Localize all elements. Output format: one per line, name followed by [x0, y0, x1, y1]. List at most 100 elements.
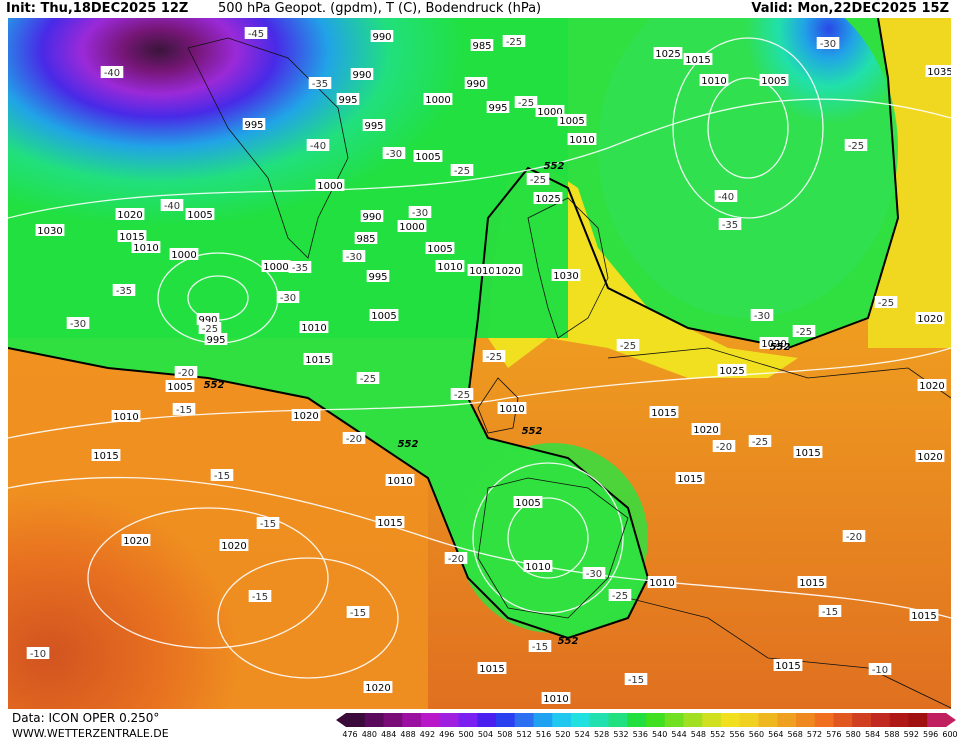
svg-text:-35: -35	[312, 79, 328, 90]
color-scale-tick: 596	[923, 730, 939, 739]
pressure-label: 1010	[541, 692, 571, 705]
svg-text:1005: 1005	[761, 76, 786, 87]
color-scale-tick: 516	[535, 730, 552, 739]
pressure-label: 990	[360, 210, 384, 223]
svg-text:-20: -20	[716, 442, 732, 453]
pressure-label: 995	[366, 270, 390, 283]
temperature-label: -15	[624, 673, 648, 686]
temperature-label: -25	[874, 296, 898, 309]
svg-text:1030: 1030	[37, 226, 62, 237]
svg-text:1000: 1000	[317, 181, 342, 192]
svg-text:-10: -10	[872, 665, 888, 676]
pressure-label: 1005	[425, 242, 455, 255]
contour-552-label: 552	[544, 161, 565, 172]
color-scale-tick: 524	[574, 730, 590, 739]
pressure-label: 1015	[909, 609, 939, 622]
temperature-label: -40	[306, 139, 330, 152]
temperature-label: -20	[342, 432, 366, 445]
svg-text:1010: 1010	[113, 412, 138, 423]
svg-text:1000: 1000	[537, 107, 562, 118]
pressure-label: 985	[354, 232, 378, 245]
color-scale-swatch	[346, 713, 366, 727]
svg-text:1020: 1020	[693, 425, 718, 436]
temperature-label: -25	[482, 350, 506, 363]
temperature-label: -30	[382, 147, 406, 160]
svg-text:-25: -25	[506, 37, 522, 48]
pressure-label: 1000	[423, 93, 453, 106]
svg-text:-20: -20	[448, 554, 464, 565]
pressure-label: 1010	[497, 402, 527, 415]
color-scale-tick: 528	[593, 730, 610, 739]
temperature-label: -25	[198, 322, 222, 335]
svg-text:-25: -25	[530, 175, 546, 186]
svg-text:-40: -40	[310, 141, 326, 152]
color-scale-swatch	[739, 713, 759, 727]
pressure-label: 1010	[647, 576, 677, 589]
svg-text:1015: 1015	[305, 355, 330, 366]
color-scale-tick: 584	[864, 730, 881, 739]
pressure-label: 1020	[291, 409, 321, 422]
svg-text:-20: -20	[846, 532, 862, 543]
svg-text:1010: 1010	[701, 76, 726, 87]
svg-text:1020: 1020	[221, 541, 246, 552]
svg-text:1020: 1020	[495, 266, 520, 277]
svg-text:-15: -15	[532, 642, 548, 653]
pressure-label: 990	[464, 77, 488, 90]
temperature-label: -25	[748, 435, 772, 448]
pressure-label: 1015	[375, 516, 405, 529]
pressure-label: 1025	[653, 47, 683, 60]
svg-text:1005: 1005	[415, 152, 440, 163]
color-scale-swatch	[664, 713, 684, 727]
color-scale-swatch	[627, 713, 647, 727]
temperature-label: -35	[718, 218, 742, 231]
color-scale-swatch	[814, 713, 834, 727]
temperature-label: -15	[210, 469, 234, 482]
color-scale-tick: 568	[787, 730, 803, 739]
svg-text:1020: 1020	[917, 452, 942, 463]
pressure-label: 985	[470, 39, 494, 52]
svg-text:-25: -25	[620, 341, 636, 352]
pressure-label: 1000	[315, 179, 345, 192]
svg-text:1000: 1000	[399, 222, 424, 233]
temperature-label: -25	[514, 96, 538, 109]
contour-552-label: 552	[558, 636, 579, 647]
svg-text:1000: 1000	[171, 250, 196, 261]
contour-552-label: 552	[522, 426, 543, 437]
svg-text:-20: -20	[178, 368, 194, 379]
color-scale-tick: 520	[555, 730, 571, 739]
svg-text:-30: -30	[280, 293, 296, 304]
color-scale-tick: 500	[458, 730, 474, 739]
header-bar: Init: Thu,18DEC2025 12Z 500 hPa Geopot. …	[0, 0, 959, 18]
pressure-label: 1005	[513, 496, 543, 509]
color-scale-tick: 556	[729, 730, 745, 739]
temperature-label: -25	[792, 325, 816, 338]
data-source: Data: ICON OPER 0.250°	[12, 711, 160, 725]
pressure-label: 1010	[111, 410, 141, 423]
color-scale-tick: 560	[748, 730, 765, 739]
color-scale-tick: 592	[903, 730, 919, 739]
color-scale-tick: 572	[806, 730, 823, 739]
color-scale-tick: 600	[942, 730, 958, 739]
temperature-label: -35	[288, 261, 312, 274]
temperature-label: -10	[26, 647, 50, 660]
svg-text:1015: 1015	[93, 451, 118, 462]
temperature-label: -25	[608, 589, 632, 602]
pressure-label: 1020	[363, 681, 393, 694]
website-link[interactable]: WWW.WETTERZENTRALE.DE	[12, 727, 169, 740]
temperature-label: -40	[100, 66, 124, 79]
color-scale-tick: 576	[826, 730, 842, 739]
footer-bar: Data: ICON OPER 0.250° WWW.WETTERZENTRAL…	[0, 709, 959, 741]
color-scale-tick: 532	[613, 730, 629, 739]
svg-text:1010: 1010	[301, 323, 326, 334]
svg-text:990: 990	[198, 315, 217, 326]
svg-text:-45: -45	[248, 29, 264, 40]
svg-text:-25: -25	[202, 324, 218, 335]
temperature-label: -25	[844, 139, 868, 152]
svg-text:1005: 1005	[427, 244, 452, 255]
svg-text:1010: 1010	[469, 266, 494, 277]
pressure-label: 1020	[115, 208, 145, 221]
color-scale-tick: 488	[400, 730, 416, 739]
svg-text:1020: 1020	[365, 683, 390, 694]
svg-text:1010: 1010	[133, 243, 158, 254]
pressure-label: 995	[242, 118, 266, 131]
